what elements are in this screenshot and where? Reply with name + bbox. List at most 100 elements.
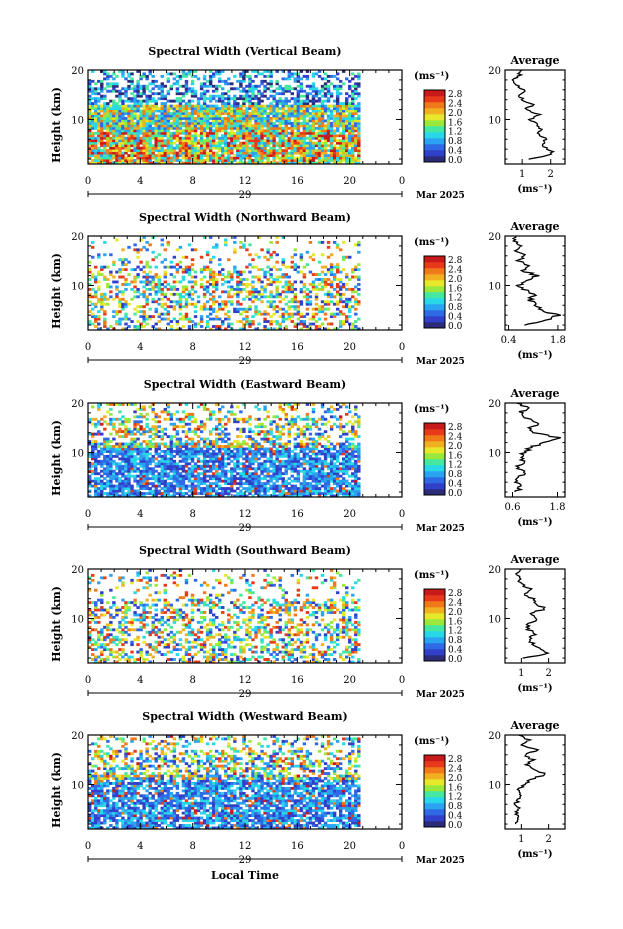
heatmap-cell bbox=[106, 454, 110, 458]
heatmap-cell bbox=[317, 159, 322, 162]
heatmap-cell bbox=[202, 305, 207, 309]
heatmap-cell bbox=[227, 104, 231, 108]
heatmap-cell bbox=[263, 146, 267, 150]
heatmap-cell bbox=[109, 74, 113, 78]
heatmap-cell bbox=[227, 97, 231, 101]
heatmap-cell bbox=[305, 250, 310, 254]
heatmap-cell bbox=[236, 87, 240, 91]
heatmap-cell bbox=[275, 268, 279, 272]
heatmap-cell bbox=[272, 139, 276, 143]
heatmap-cell bbox=[127, 136, 131, 140]
heatmap-cell bbox=[221, 146, 225, 150]
heatmap-cell bbox=[157, 134, 161, 138]
heatmap-cell bbox=[118, 134, 122, 138]
heatmap-cell bbox=[254, 84, 258, 88]
heatmap-cell bbox=[97, 430, 101, 434]
heatmap-cell bbox=[199, 479, 204, 483]
heatmap-cell bbox=[345, 92, 349, 96]
heatmap-cell bbox=[202, 141, 207, 145]
heatmap-cell bbox=[172, 117, 177, 120]
heatmap-cell bbox=[145, 462, 149, 466]
heatmap-cell bbox=[269, 268, 273, 272]
heatmap-cell bbox=[302, 124, 307, 128]
heatmap-cell bbox=[329, 109, 334, 113]
heatmap-cell bbox=[323, 151, 328, 155]
heatmap-cell bbox=[335, 327, 340, 331]
heatmap-cell bbox=[221, 149, 225, 153]
heatmap-cell bbox=[357, 119, 361, 123]
heatmap-cell bbox=[148, 129, 152, 133]
heatmap-cell bbox=[139, 149, 143, 153]
heatmap-cell bbox=[112, 134, 116, 138]
colorbar-unit: (ms⁻¹) bbox=[414, 71, 449, 82]
heatmap-cell bbox=[157, 107, 161, 110]
heatmap-cell bbox=[236, 136, 240, 140]
heatmap-cell bbox=[275, 126, 279, 130]
heatmap-cell bbox=[290, 161, 295, 165]
heatmap-cell bbox=[181, 124, 186, 128]
heatmap-cell bbox=[160, 472, 164, 476]
heatmap-cell bbox=[190, 121, 195, 125]
heatmap-cell bbox=[218, 70, 222, 73]
heatmap-cell bbox=[251, 292, 255, 296]
heatmap-cell bbox=[332, 74, 337, 78]
heatmap-cell bbox=[305, 102, 310, 106]
heatmap-cell bbox=[160, 474, 164, 478]
heatmap-cell bbox=[190, 79, 195, 83]
heatmap-cell bbox=[184, 92, 189, 96]
heatmap-cell bbox=[335, 245, 340, 249]
heatmap-cell bbox=[88, 300, 92, 304]
heatmap-cell bbox=[275, 141, 279, 145]
heatmap-cell bbox=[314, 117, 319, 120]
heatmap-cell bbox=[227, 292, 231, 296]
heatmap-cell bbox=[320, 107, 325, 110]
heatmap-cell bbox=[236, 114, 240, 118]
heatmap-cell bbox=[106, 136, 110, 140]
heatmap-cell bbox=[257, 151, 261, 155]
heatmap-cell bbox=[224, 104, 228, 108]
heatmap-cell bbox=[136, 104, 140, 108]
heatmap-cell bbox=[299, 89, 304, 93]
heatmap-cell bbox=[115, 432, 119, 436]
heatmap-cell bbox=[157, 146, 161, 150]
heatmap-cell bbox=[97, 432, 101, 436]
heatmap-cell bbox=[233, 107, 237, 110]
heatmap-cell bbox=[196, 107, 201, 110]
heatmap-cell bbox=[299, 327, 304, 331]
heatmap-cell bbox=[348, 126, 352, 130]
heatmap-cell bbox=[142, 245, 146, 249]
heatmap-cell bbox=[208, 327, 213, 331]
heatmap-cell bbox=[260, 161, 264, 165]
heatmap-cell bbox=[329, 300, 334, 304]
heatmap-cell bbox=[133, 454, 137, 458]
heatmap-cell bbox=[230, 141, 234, 145]
heatmap-cell bbox=[245, 89, 249, 93]
heatmap-cell bbox=[178, 425, 183, 429]
heatmap-cell bbox=[88, 82, 92, 86]
heatmap-cell bbox=[260, 248, 264, 252]
heatmap-cell bbox=[154, 129, 158, 133]
heatmap-cell bbox=[166, 447, 171, 451]
heatmap-cell bbox=[139, 482, 143, 486]
heatmap-cell bbox=[245, 146, 249, 150]
heatmap-cell bbox=[130, 121, 134, 125]
heatmap-cell bbox=[142, 432, 146, 436]
heatmap-cell bbox=[178, 440, 183, 443]
heatmap-cell bbox=[205, 124, 210, 128]
heatmap-cell bbox=[103, 104, 107, 108]
heatmap-cell bbox=[348, 129, 352, 133]
heatmap-cell bbox=[314, 136, 319, 140]
heatmap-cell bbox=[354, 104, 358, 108]
heatmap-cell bbox=[139, 477, 143, 481]
heatmap-cell bbox=[127, 119, 131, 123]
heatmap-cell bbox=[121, 317, 125, 321]
heatmap-cell bbox=[169, 156, 174, 160]
heatmap-cell bbox=[260, 141, 264, 145]
heatmap-cell bbox=[100, 84, 104, 88]
heatmap-cell bbox=[163, 104, 168, 108]
heatmap-cell bbox=[103, 144, 107, 148]
heatmap-cell bbox=[314, 134, 319, 138]
heatmap-cell bbox=[205, 126, 210, 130]
heatmap-cell bbox=[160, 479, 164, 483]
heatmap-cell bbox=[263, 154, 267, 157]
